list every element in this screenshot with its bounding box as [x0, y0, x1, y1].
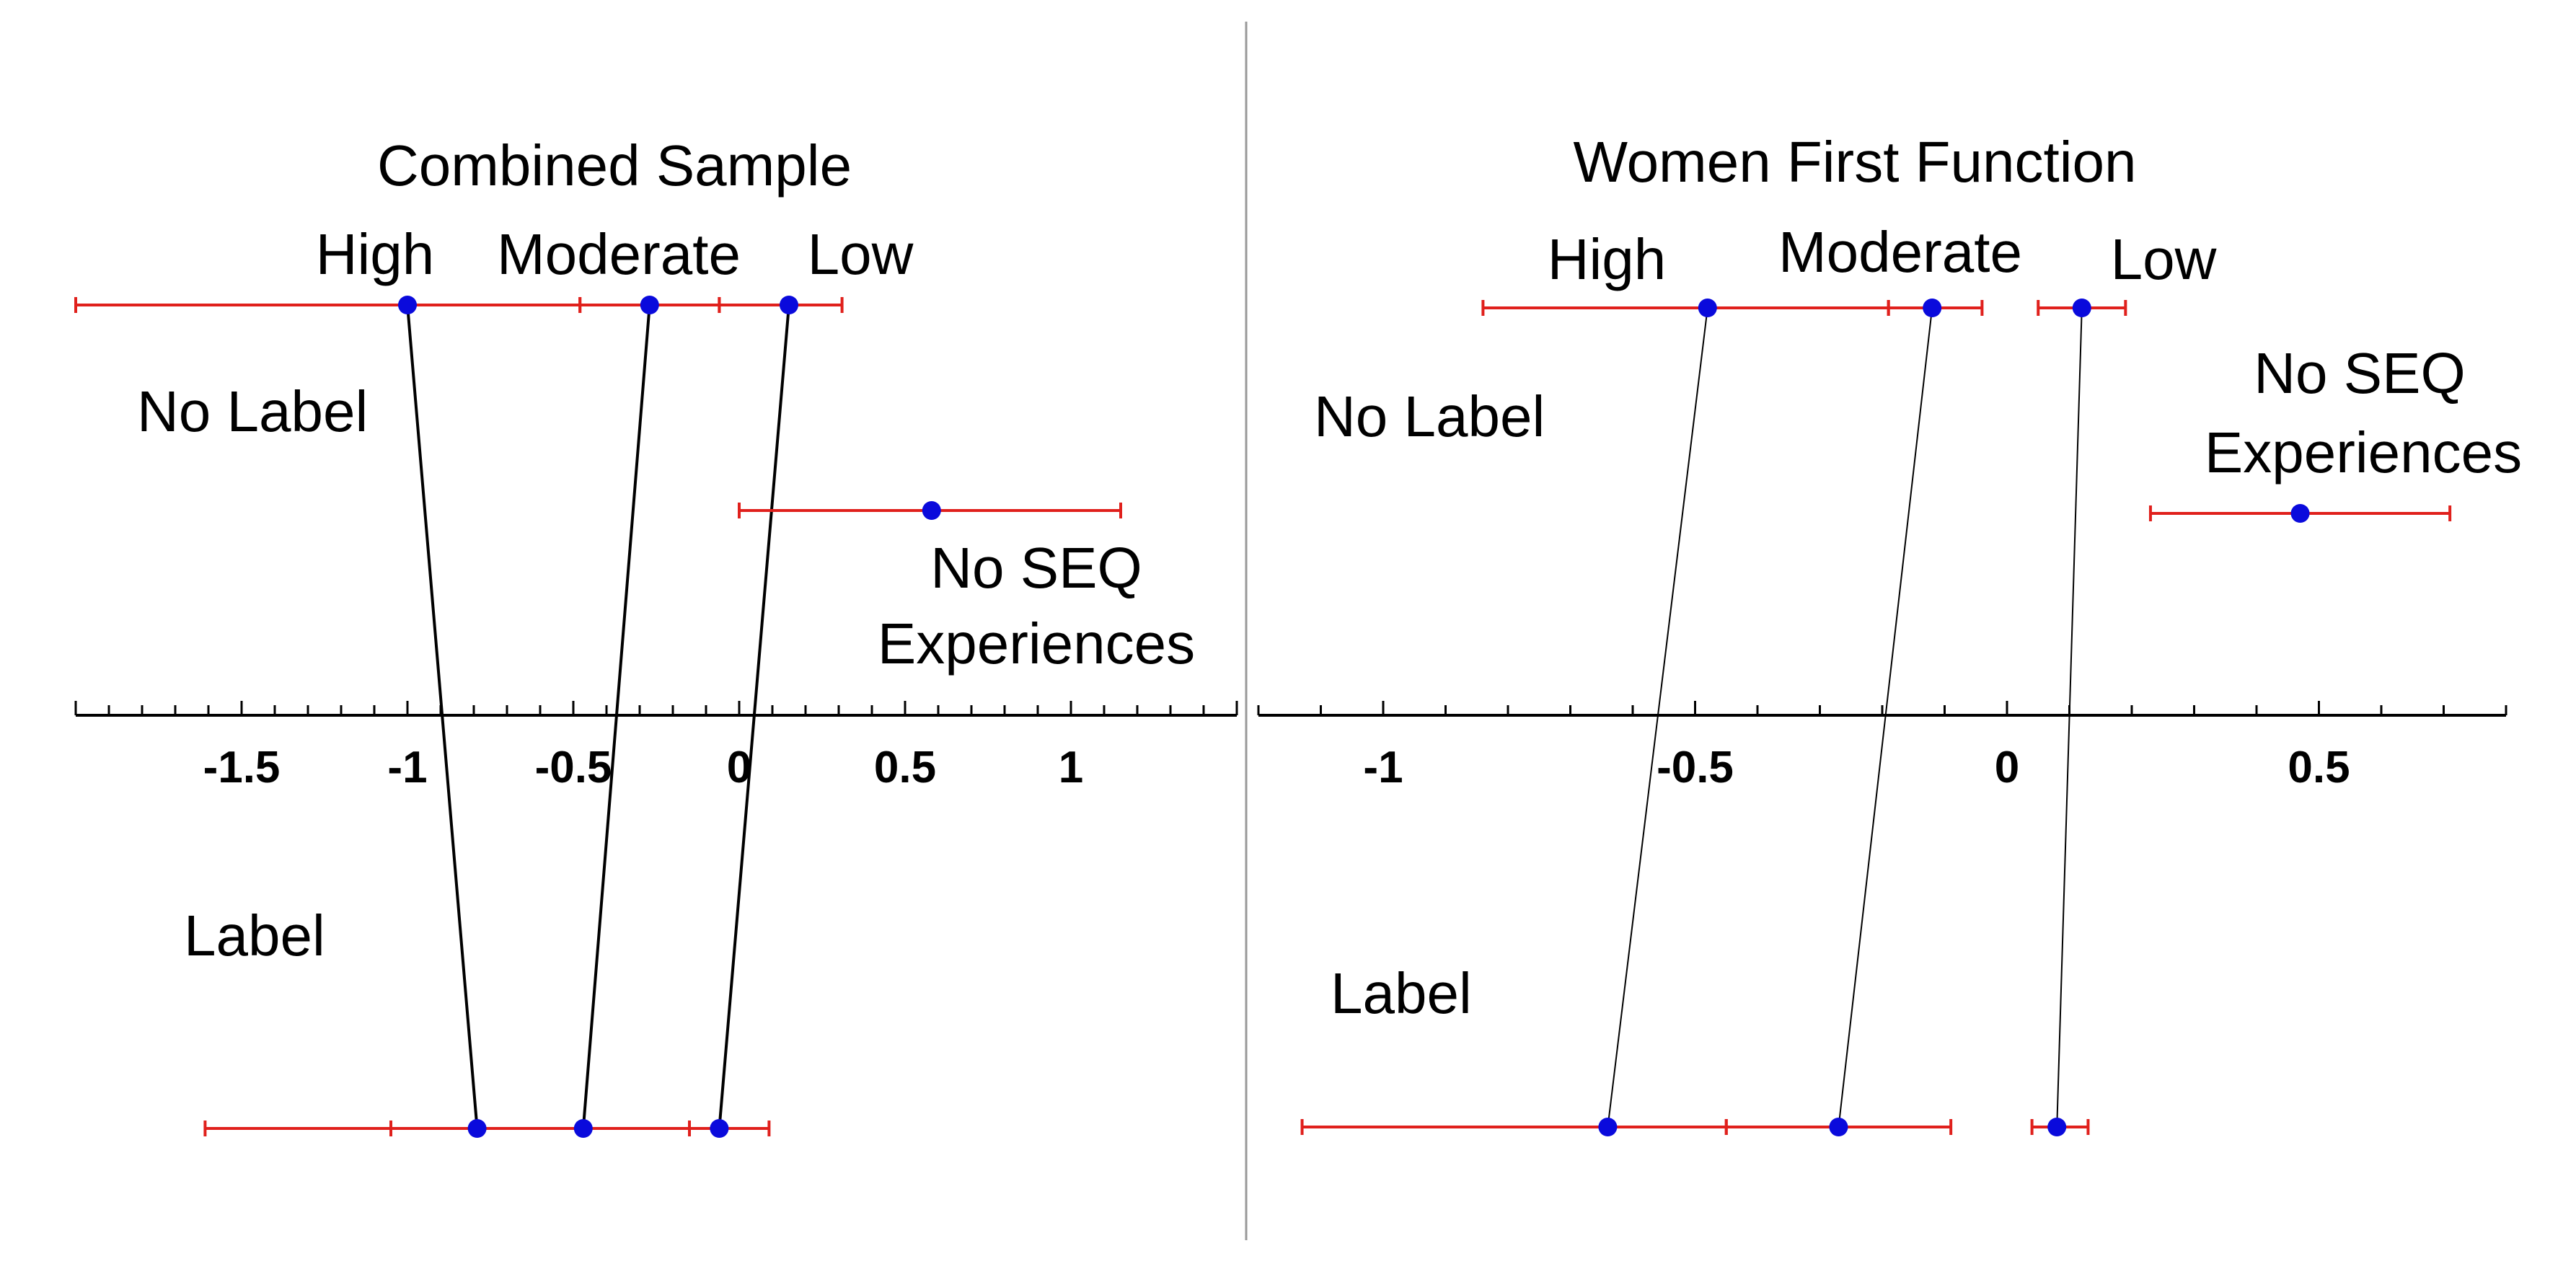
group-label-low: Low: [2111, 227, 2217, 291]
chart-marks: -1 -0.5 0 0.5: [1257, 299, 2507, 1136]
connector-line-high: [1607, 307, 1708, 1128]
x-tick-label: -1: [387, 743, 427, 792]
no-seq-label-line2: Experiences: [2205, 420, 2522, 485]
row-label-label: Label: [184, 903, 325, 968]
point-high-label: [1598, 1118, 1618, 1136]
panel-women-first-function: Women First Function No Label Label No S…: [1257, 130, 2522, 1136]
point-no-seq: [2290, 504, 2310, 523]
chart-marks: -1.5 -1 -0.5 0 0.5 1: [74, 296, 1238, 1138]
group-label-high: High: [316, 222, 435, 286]
row-label-no-label: No Label: [1314, 384, 1545, 448]
row-label-label: Label: [1331, 961, 1472, 1025]
x-tick-label: 0.5: [2288, 743, 2350, 792]
point-moderate-label: [573, 1119, 593, 1138]
group-label-high: High: [1548, 227, 1667, 291]
no-seq-label-line1: No SEQ: [930, 536, 1142, 600]
point-no-seq: [922, 501, 941, 520]
no-seq-label-line1: No SEQ: [2254, 341, 2465, 405]
group-label-moderate: Moderate: [1778, 220, 2022, 284]
point-high-no-label: [398, 296, 417, 314]
no-seq-label-line2: Experiences: [878, 611, 1195, 676]
x-tick-label: -0.5: [535, 743, 612, 792]
point-moderate-no-label: [1923, 299, 1942, 317]
connector-line-high: [406, 304, 479, 1129]
row-label-no-label: No Label: [137, 379, 368, 443]
point-moderate-no-label: [640, 296, 659, 314]
x-tick-label: -1.5: [203, 743, 281, 792]
group-label-moderate: Moderate: [497, 222, 741, 286]
x-axis-group: -1 -0.5 0 0.5: [1257, 701, 2507, 792]
x-axis-group: -1.5 -1 -0.5 0 0.5 1: [74, 701, 1238, 792]
panel-combined-sample: Combined Sample No Label Label No SEQ Ex…: [74, 133, 1238, 1138]
x-tick-label: 0.5: [874, 743, 936, 792]
point-low-label: [2047, 1118, 2067, 1136]
x-tick-label: 0: [1995, 743, 2019, 792]
connector-line-moderate: [581, 304, 651, 1129]
group-label-low: Low: [808, 222, 914, 286]
x-tick-label: -1: [1363, 743, 1403, 792]
connector-line-low: [2056, 307, 2083, 1128]
chart-title: Combined Sample: [377, 133, 852, 198]
point-high-no-label: [1698, 299, 1717, 317]
x-tick-label: 1: [1059, 743, 1083, 792]
x-tick-label: -0.5: [1657, 743, 1734, 792]
connector-line-low: [718, 304, 790, 1129]
point-low-label: [710, 1119, 729, 1138]
chart-title: Women First Function: [1574, 130, 2137, 194]
point-low-no-label: [780, 296, 798, 314]
point-high-label: [467, 1119, 487, 1138]
point-moderate-label: [1829, 1118, 1848, 1136]
connector-line-moderate: [1838, 307, 1933, 1128]
point-low-no-label: [2072, 299, 2091, 317]
